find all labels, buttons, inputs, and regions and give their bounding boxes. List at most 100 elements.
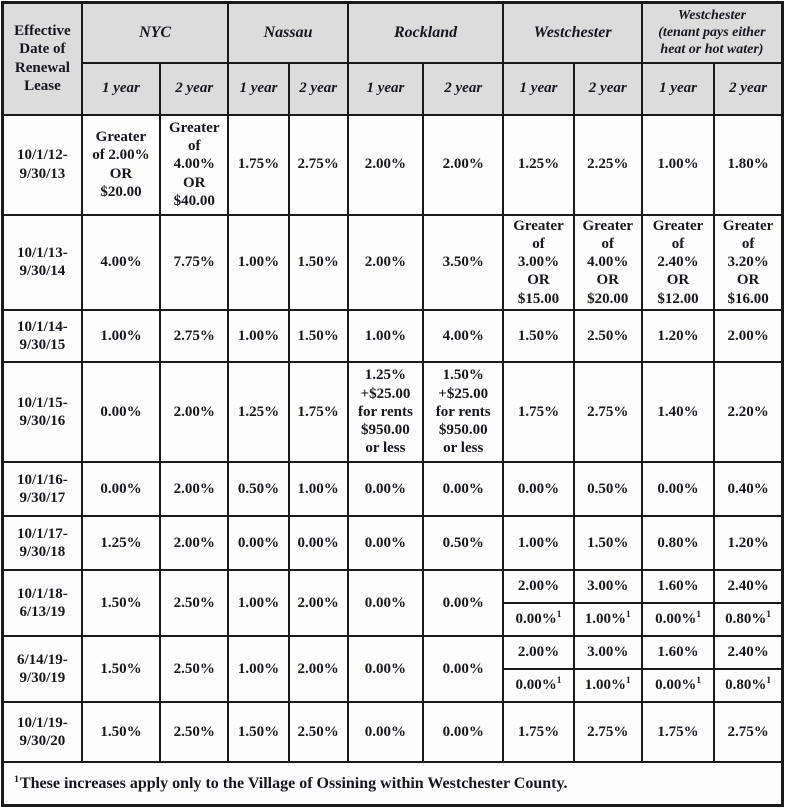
value-cell-split-top: 3.00% <box>572 634 643 670</box>
row-dates-cell: 6/14/19- 9/30/19 <box>1 634 83 703</box>
value-cell: 7.75% <box>159 213 230 311</box>
value-cell-split-bottom: 1.00%1 <box>572 601 643 637</box>
value-cell-split-bottom: 1.00%1 <box>572 667 643 703</box>
value-cell: 1.40% <box>640 360 716 463</box>
value-cell: 1.00% <box>640 113 716 216</box>
value-cell: 1.20% <box>640 308 716 363</box>
value-cell: 2.20% <box>713 360 784 463</box>
value-cell: 0.50% <box>572 460 643 517</box>
value-cell: 1.50% <box>287 213 349 311</box>
table-row: 10/1/17- 9/30/18 1.25% 2.00% 0.00% 0.00% 0.00… <box>1 514 784 571</box>
value-cell: 1.00% <box>80 308 162 363</box>
table-row: 10/1/12- 9/30/13 Greater of 2.00% OR $20.… <box>1 113 784 216</box>
value-cell: 2.75% <box>713 700 784 763</box>
value-cell: 0.00% <box>502 460 575 517</box>
value-cell: 0.00% <box>80 460 162 517</box>
value-cell-split-top: 2.00% <box>502 568 575 604</box>
footnote-ref-marker: 1 <box>696 610 701 621</box>
value-cell: 1.50% <box>227 700 290 763</box>
region-header-4: Westchester (tenant pays either heat or … <box>640 1 784 64</box>
value-cell: 0.50% <box>422 514 505 571</box>
year-header-4-1: 2 year <box>713 61 784 116</box>
value-cell: Greater of 3.00% OR $15.00 <box>502 213 575 311</box>
footnote-row: 1These increases apply only to the Villa… <box>1 760 784 807</box>
value-cell: 2.50% <box>159 634 230 703</box>
value-cell-split-top: 3.00% <box>572 568 643 604</box>
value-cell: 2.50% <box>287 700 349 763</box>
table-row: 10/1/16- 9/30/17 0.00% 2.00% 0.50% 1.00% 0.00… <box>1 460 784 517</box>
value-cell: 1.00% <box>502 514 575 571</box>
table-row: 10/1/13- 9/30/14 4.00% 7.75% 1.00% 1.50% 2.00… <box>1 213 784 311</box>
split-bottom-value: 0.00% <box>515 677 557 694</box>
value-cell: 0.00% <box>422 460 505 517</box>
year-header-3-1: 2 year <box>572 61 643 116</box>
table-row-split: 0.00%1 1.00%1 0.00%1 0.80%1 <box>3 601 784 637</box>
value-cell: 0.00% <box>287 514 349 571</box>
value-cell: 2.00% <box>159 460 230 517</box>
split-bottom-value: 0.00% <box>655 677 697 694</box>
value-cell: 0.00% <box>346 568 425 637</box>
value-cell: 2.00% <box>287 568 349 637</box>
value-cell: 0.00% <box>80 360 162 463</box>
value-cell-split-bottom: 0.00%1 <box>640 601 716 637</box>
value-cell: Greater of 4.00% OR $40.00 <box>159 113 230 216</box>
value-cell: 0.00% <box>422 700 505 763</box>
footnote-ref-marker: 1 <box>556 676 562 687</box>
value-cell: 0.50% <box>227 460 290 517</box>
year-header-1-1: 2 year <box>287 61 349 116</box>
value-cell: 2.25% <box>572 113 643 216</box>
value-cell: 0.00% <box>346 634 425 703</box>
value-cell: Greater of 2.00% OR $20.00 <box>80 113 162 216</box>
value-cell: 0.00% <box>640 460 716 517</box>
table-row: 10/1/19- 9/30/20 1.50% 2.50% 1.50% 2.50% 0.00… <box>1 700 784 763</box>
value-cell: 0.80% <box>640 514 716 571</box>
value-cell: 1.75% <box>640 700 716 763</box>
value-cell: 1.00% <box>227 213 290 311</box>
value-cell: 1.80% <box>713 113 784 216</box>
value-cell: 2.00% <box>422 113 505 216</box>
value-cell: 0.00% <box>346 514 425 571</box>
value-cell-split-bottom: 0.00%1 <box>502 601 575 637</box>
year-header-0-1: 2 year <box>159 61 230 116</box>
value-cell: 1.75% <box>502 360 575 463</box>
split-bottom-value: 0.00% <box>655 611 697 628</box>
row-dates-cell: 10/1/14- 9/30/15 <box>1 308 83 363</box>
row-dates-cell: 10/1/18- 6/13/19 <box>1 568 83 637</box>
corner-header-cell: Effective Date of Renewal Lease <box>1 1 83 116</box>
year-header-2-0: 1 year <box>346 61 425 116</box>
value-cell: Greater of 3.20% OR $16.00 <box>713 213 784 311</box>
split-bottom-value: 0.80% <box>725 611 767 628</box>
footnote-ref-marker: 1 <box>556 610 562 621</box>
value-cell: 1.20% <box>713 514 784 571</box>
value-cell: 1.50% <box>80 568 162 637</box>
value-cell-split-top: 2.40% <box>713 634 784 670</box>
value-cell: 1.50% <box>287 308 349 363</box>
value-cell: 1.75% <box>502 700 575 763</box>
value-cell: 0.00% <box>422 634 505 703</box>
split-bottom-value: 0.00% <box>515 611 557 628</box>
value-cell: 2.50% <box>159 700 230 763</box>
table-row-split: 0.00%1 1.00%1 0.00%1 0.80%1 <box>3 667 784 703</box>
year-header-3-0: 1 year <box>502 61 575 116</box>
split-bottom-value: 1.00% <box>584 677 627 694</box>
row-dates-cell: 10/1/13- 9/30/14 <box>1 213 83 311</box>
value-cell: 1.25% <box>502 113 575 216</box>
value-cell-split-bottom: 0.80%1 <box>713 667 784 703</box>
split-bottom-value: 0.80% <box>725 677 767 694</box>
value-cell: 2.75% <box>572 700 643 763</box>
footnote-ref-marker: 1 <box>626 676 631 687</box>
value-cell: 2.00% <box>346 113 425 216</box>
year-header-2-1: 2 year <box>422 61 505 116</box>
table-row: 10/1/14- 9/30/15 1.00% 2.75% 1.00% 1.50% 1.00… <box>1 308 784 363</box>
footnote-ref-marker: 1 <box>766 676 772 687</box>
value-cell: 2.00% <box>346 213 425 311</box>
value-cell: 0.40% <box>713 460 784 517</box>
value-cell: 1.50% <box>80 700 162 763</box>
value-cell: 1.50% <box>80 634 162 703</box>
value-cell: 1.00% <box>227 634 290 703</box>
value-cell: 1.75% <box>227 113 290 216</box>
row-dates-cell: 10/1/15- 9/30/16 <box>1 360 83 463</box>
value-cell: 0.00% <box>422 568 505 637</box>
value-cell: 2.75% <box>287 113 349 216</box>
value-cell: 4.00% <box>80 213 162 311</box>
